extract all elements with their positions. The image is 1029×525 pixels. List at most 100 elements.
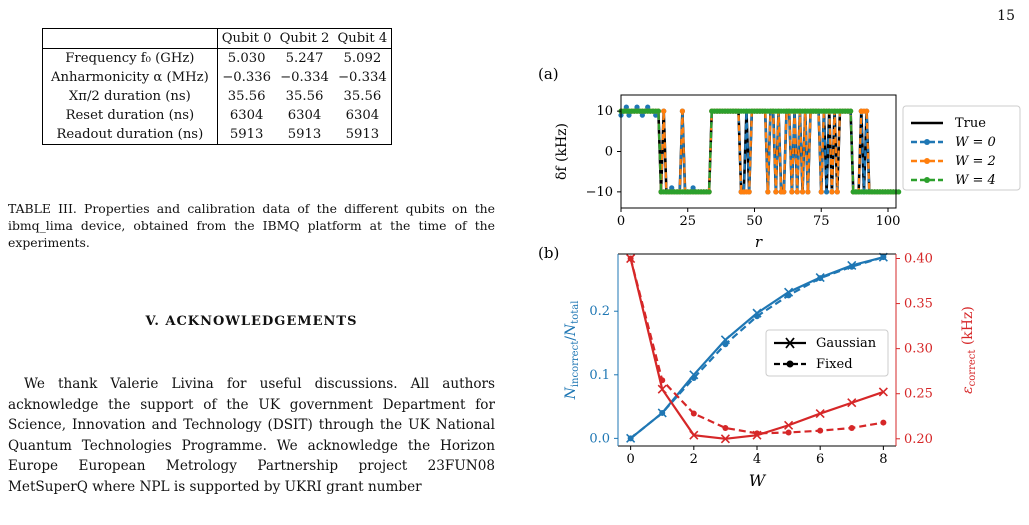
legend-marker xyxy=(924,139,930,145)
table-cell: −0.336 xyxy=(222,70,272,85)
data-point xyxy=(781,189,787,195)
data-point xyxy=(823,189,830,195)
data-point xyxy=(669,185,675,191)
data-point xyxy=(878,387,888,397)
data-point xyxy=(645,104,651,110)
table-row: Readout duration (ns) 5913 5913 5913 xyxy=(42,125,393,145)
data-point xyxy=(626,112,632,118)
table-cell: 5.247 xyxy=(285,51,324,66)
y-right-tick-label: 0.25 xyxy=(904,387,933,402)
table-cell: 6304 xyxy=(333,106,393,125)
legend-marker xyxy=(785,337,795,349)
x-tick-label: 8 xyxy=(879,452,887,467)
data-point xyxy=(722,341,729,348)
table-row-label: Anharmonicity α (MHz) xyxy=(42,68,218,87)
table-row-label: Frequency f₀ (GHz) xyxy=(42,48,218,68)
x-tick-label: 50 xyxy=(746,214,763,229)
data-point xyxy=(765,189,771,195)
table-header-blank xyxy=(42,28,218,49)
table-header-cell: Qubit 4 xyxy=(333,28,393,49)
data-point xyxy=(746,189,752,195)
y-tick-label: 0 xyxy=(605,145,613,160)
data-point xyxy=(834,189,840,195)
table-row: Reset duration (ns) 6304 6304 6304 xyxy=(42,106,393,125)
data-point xyxy=(896,189,902,195)
x-axis-label: r xyxy=(755,233,763,251)
data-point xyxy=(818,189,824,195)
data-point xyxy=(653,112,659,118)
data-point xyxy=(864,108,870,114)
table-cell: 35.56 xyxy=(285,89,324,104)
legend-label: W = 4 xyxy=(955,173,996,188)
data-point xyxy=(805,189,811,195)
data-point xyxy=(627,255,634,262)
data-point xyxy=(754,430,760,437)
table-row-label: Reset duration (ns) xyxy=(42,106,218,125)
x-tick-label: 75 xyxy=(813,214,830,229)
data-point xyxy=(690,374,697,381)
x-tick-label: 4 xyxy=(753,452,761,467)
table-row: Anharmonicity α (MHz) −0.336 −0.334 −0.334 xyxy=(42,68,393,87)
legend-label: W = 0 xyxy=(955,135,996,150)
table-cell: −0.334 xyxy=(280,70,329,85)
data-point xyxy=(661,108,667,114)
data-point xyxy=(815,408,825,419)
data-point xyxy=(634,104,640,110)
table-cell: 5.030 xyxy=(227,51,266,66)
data-point xyxy=(784,420,794,430)
table-row-label: Xπ/2 duration (ns) xyxy=(42,87,218,106)
x-tick-label: 0 xyxy=(626,452,634,467)
table-cell: 5.092 xyxy=(333,48,393,68)
data-point xyxy=(655,108,661,114)
data-point xyxy=(722,424,729,431)
page-number: 15 xyxy=(997,8,1015,24)
legend-label: W = 2 xyxy=(955,154,996,169)
legend-label: True xyxy=(955,116,986,131)
table-caption: TABLE III. Properties and calibration da… xyxy=(8,201,495,250)
x-tick-label: 6 xyxy=(816,452,824,467)
table-header-cell: Qubit 0 xyxy=(217,28,276,49)
data-point xyxy=(623,104,629,110)
y-axis-label: Nincorrect/Ntotal xyxy=(563,301,581,401)
table-cell: 5913 xyxy=(217,125,276,145)
table-header-cell: Qubit 2 xyxy=(275,28,334,49)
data-point xyxy=(789,189,795,195)
table-row: Frequency f₀ (GHz) 5.030 5.247 5.092 xyxy=(42,48,393,68)
data-point xyxy=(794,189,800,195)
y-right-tick-label: 0.40 xyxy=(904,252,933,267)
data-point xyxy=(848,424,855,431)
legend-label: Fixed xyxy=(816,357,853,372)
table-cell: −0.334 xyxy=(333,68,393,87)
x-tick-label: 2 xyxy=(690,452,698,467)
table-cell: 6304 xyxy=(287,108,322,123)
x-tick-label: 0 xyxy=(617,214,625,229)
x-axis-label: W xyxy=(749,471,767,490)
data-point xyxy=(880,419,887,426)
table-cell: 5913 xyxy=(275,125,334,145)
table-cell: 5913 xyxy=(333,125,393,145)
data-point xyxy=(690,410,697,417)
panel-label: (b) xyxy=(538,244,559,262)
section-title: V. ACKNOWLEDGEMENTS xyxy=(145,314,358,329)
data-point xyxy=(773,189,779,195)
data-point xyxy=(720,434,730,444)
data-point xyxy=(690,185,696,191)
data-point xyxy=(627,435,634,442)
data-point xyxy=(817,275,824,282)
x-tick-label: 100 xyxy=(876,214,901,229)
legend-box xyxy=(902,105,1021,191)
data-point xyxy=(829,189,835,195)
panel-label: (a) xyxy=(538,65,559,83)
properties-table: Qubit 0 Qubit 2 Qubit 4 Frequency f₀ (GHz) 5… xyxy=(42,28,393,145)
table-cell: 35.56 xyxy=(333,87,393,106)
data-point xyxy=(880,254,887,261)
table-row: Xπ/2 duration (ns) 35.56 35.56 35.56 xyxy=(42,87,393,106)
table-cell: 6304 xyxy=(229,108,264,123)
y-right-axis-label: εcorrect (kHz) xyxy=(960,306,978,394)
data-point xyxy=(659,377,666,384)
legend-marker xyxy=(786,360,794,368)
y-axis-label: δf (kHz) xyxy=(554,123,570,180)
y-right-tick-label: 0.35 xyxy=(904,297,933,312)
x-tick-label: 25 xyxy=(679,214,696,229)
